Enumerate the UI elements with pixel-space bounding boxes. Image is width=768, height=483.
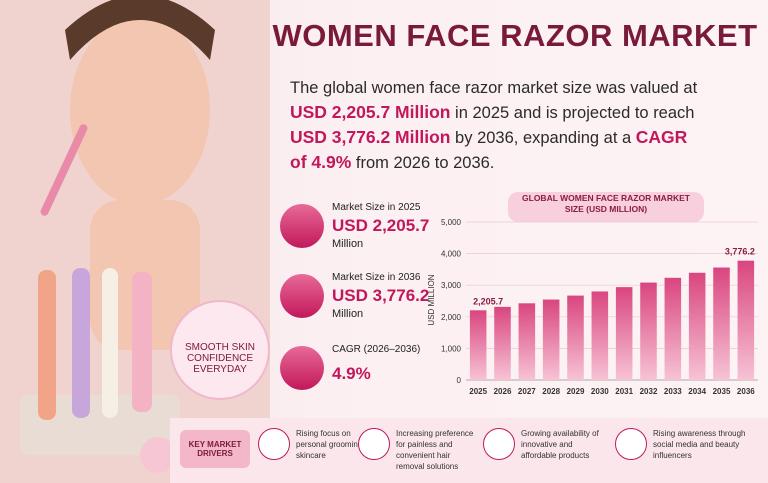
bar [469, 310, 487, 380]
intro-segment: by 2036, expanding at a [450, 129, 636, 147]
stat-card: Market Size in 2036 USD 3,776.2 Million [280, 270, 430, 330]
x-tick-label: 2034 [688, 387, 706, 396]
value-label: 3,776.2 [725, 247, 755, 257]
x-tick-label: 2035 [713, 387, 731, 396]
bar [494, 306, 511, 380]
x-tick-label: 2030 [591, 387, 609, 396]
stat-unit: Million [332, 238, 364, 250]
bar [518, 303, 536, 380]
driver: Growing availability of innovative and a… [483, 428, 603, 461]
x-tick-label: 2033 [664, 387, 682, 396]
intro-text: The global women face razor market size … [290, 76, 700, 175]
badge: SMOOTH SKIN CONFIDENCE EVERYDAY [170, 300, 270, 400]
bar [664, 277, 682, 380]
bar [688, 272, 706, 380]
value-label: 2,205.7 [473, 296, 503, 306]
x-tick-label: 2026 [494, 387, 512, 396]
driver-text: Rising focus on personal grooming and sk… [296, 429, 378, 460]
y-tick-label: 5,000 [441, 218, 462, 227]
x-tick-label: 2031 [615, 387, 633, 396]
bar [640, 282, 657, 380]
y-tick-label: 4,000 [441, 250, 462, 259]
stat-label: Market Size in 2036 [332, 272, 421, 283]
chart: GLOBAL WOMEN FACE RAZOR MARKET SIZE (USD … [427, 192, 758, 396]
highlight-text: USD 2,205.7 Million [290, 102, 451, 122]
x-tick-label: 2027 [518, 387, 536, 396]
y-tick-label: 3,000 [441, 281, 462, 290]
x-tick-label: 2028 [542, 387, 560, 396]
intro-segment: The global women face razor market size … [290, 79, 698, 97]
stat-card: CAGR (2026–2036) 4.9% [280, 342, 430, 402]
drivers-heading: KEY MARKET DRIVERS [180, 430, 250, 468]
stat-card: Market Size in 2025 USD 2,205.7 Million [280, 200, 430, 260]
driver-text: Increasing preference for painless and c… [396, 429, 474, 471]
intro-segment: from 2026 to 2036. [351, 154, 495, 172]
bar [542, 299, 560, 380]
y-tick-label: 2,000 [441, 313, 462, 322]
x-tick-label: 2036 [737, 387, 755, 396]
stat-unit: Million [332, 308, 364, 320]
bar [591, 291, 609, 380]
highlight-text: USD 3,776.2 Million [290, 127, 451, 147]
bar [615, 287, 633, 380]
highlight-text: CAGR of 4.9% [290, 127, 688, 172]
bar [713, 267, 730, 380]
bar [567, 295, 584, 380]
chart-title-line: GLOBAL WOMEN FACE RAZOR MARKET SIZE (USD … [522, 193, 691, 214]
stat-label: CAGR (2026–2036) [332, 344, 421, 355]
x-tick-label: 2025 [469, 387, 487, 396]
y-tick-label: 1,000 [441, 344, 462, 353]
driver-text: Growing availability of innovative and a… [521, 429, 599, 460]
stat-value: 4.9% [332, 364, 371, 383]
driver: Rising awareness through social media an… [615, 428, 755, 461]
stat-label: Market Size in 2025 [332, 202, 421, 213]
stat-value: USD 2,205.7 [332, 216, 430, 235]
y-tick-label: 0 [457, 376, 462, 385]
hero-illustration [0, 0, 270, 483]
intro-segment: in 2025 and is projected to reach [450, 104, 695, 122]
x-tick-label: 2032 [640, 387, 658, 396]
driver: Rising focus on personal grooming and sk… [258, 428, 378, 461]
page-title: WOMEN FACE RAZOR MARKET [272, 18, 758, 53]
driver-text: Rising awareness through social media an… [653, 429, 746, 460]
y-axis-label: USD MILLION [427, 274, 436, 325]
stat-value: USD 3,776.2 [332, 286, 430, 305]
driver: Increasing preference for painless and c… [358, 428, 478, 472]
x-tick-label: 2029 [567, 387, 585, 396]
bar [737, 260, 755, 380]
